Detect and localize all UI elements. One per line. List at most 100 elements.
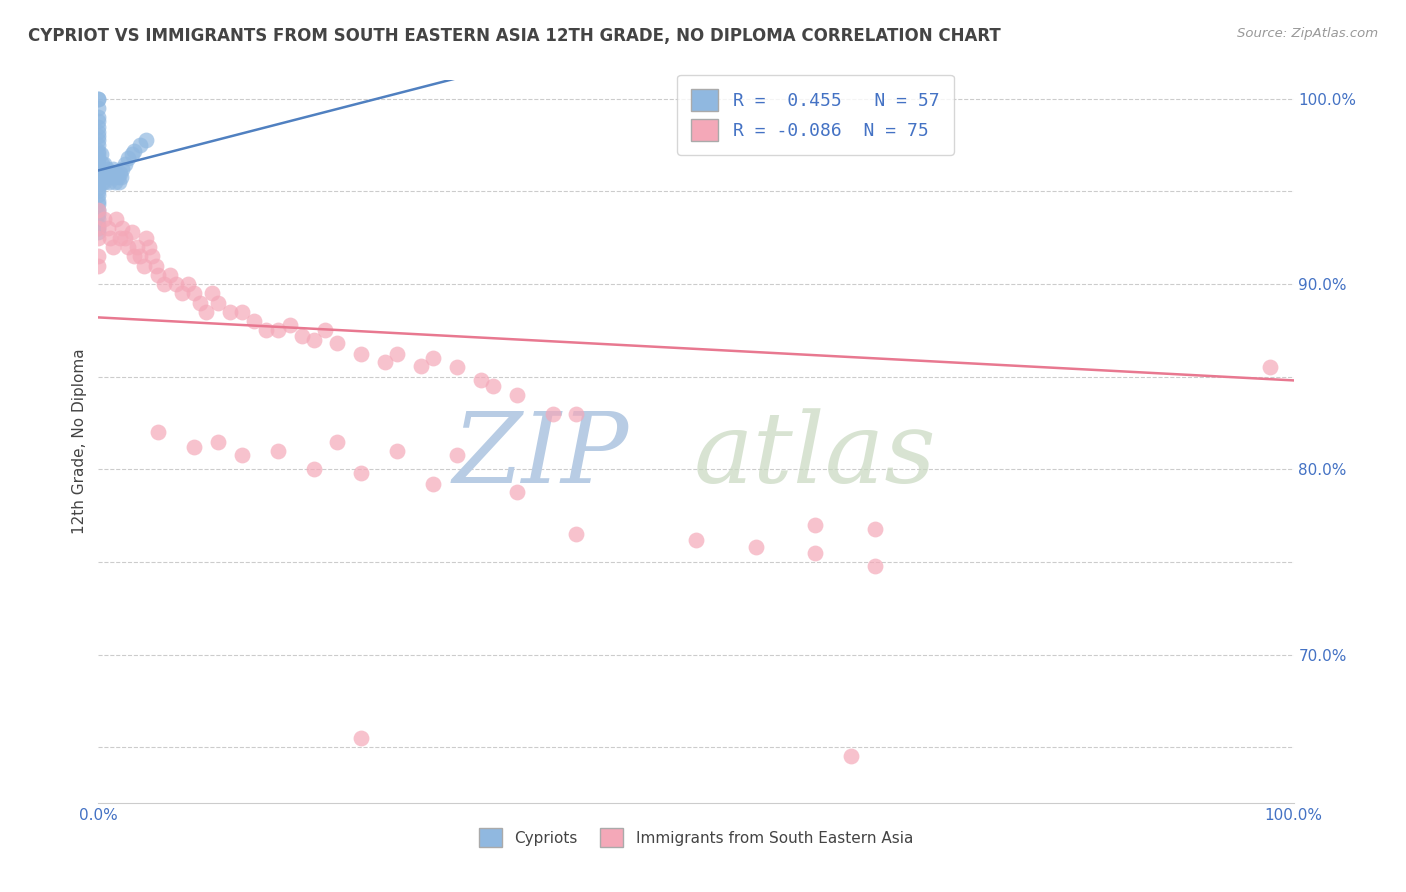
Point	[87, 180, 110, 194]
Point	[108, 166, 131, 180]
Point	[87, 231, 110, 245]
Point	[87, 185, 110, 199]
Point	[103, 169, 125, 184]
Point	[219, 305, 242, 319]
Point	[153, 277, 176, 291]
Text: atlas: atlas	[695, 409, 936, 504]
Point	[108, 231, 131, 245]
Point	[96, 162, 118, 177]
Point	[135, 132, 157, 146]
Point	[201, 286, 224, 301]
Point	[101, 240, 124, 254]
Point	[506, 388, 529, 402]
Point	[87, 128, 110, 143]
Point	[1258, 360, 1281, 375]
Point	[93, 175, 115, 189]
Point	[278, 318, 301, 332]
Point	[565, 527, 588, 541]
Point	[231, 305, 253, 319]
Point	[195, 305, 218, 319]
Point	[804, 517, 827, 532]
Point	[565, 407, 588, 421]
Point	[804, 546, 827, 560]
Point	[104, 175, 127, 189]
Point	[87, 188, 110, 202]
Point	[101, 162, 124, 177]
Point	[94, 166, 117, 180]
Point	[87, 194, 110, 208]
Point	[159, 268, 181, 282]
Point	[100, 169, 122, 184]
Point	[350, 466, 373, 480]
Point	[87, 147, 110, 161]
Point	[107, 169, 129, 184]
Point	[105, 166, 128, 180]
Text: CYPRIOT VS IMMIGRANTS FROM SOUTH EASTERN ASIA 12TH GRADE, NO DIPLOMA CORRELATION: CYPRIOT VS IMMIGRANTS FROM SOUTH EASTERN…	[28, 27, 1001, 45]
Point	[350, 347, 373, 361]
Point	[231, 448, 253, 462]
Point	[165, 277, 187, 291]
Point	[422, 477, 444, 491]
Point	[87, 221, 110, 235]
Point	[87, 207, 110, 221]
Point	[124, 249, 146, 263]
Point	[87, 125, 110, 139]
Point	[302, 462, 325, 476]
Point	[91, 175, 114, 189]
Point	[148, 268, 170, 282]
Point	[177, 277, 200, 291]
Point	[841, 749, 863, 764]
Point	[125, 240, 148, 254]
Point	[385, 347, 409, 361]
Point	[87, 202, 110, 217]
Point	[188, 295, 211, 310]
Point	[385, 443, 409, 458]
Text: Source: ZipAtlas.com: Source: ZipAtlas.com	[1237, 27, 1378, 40]
Point	[135, 231, 157, 245]
Point	[132, 259, 155, 273]
Point	[98, 231, 122, 245]
Point	[138, 240, 160, 254]
Point	[117, 151, 139, 165]
Point	[93, 156, 115, 170]
Point	[141, 249, 163, 263]
Point	[865, 558, 887, 573]
Point	[97, 169, 120, 184]
Point	[541, 407, 564, 421]
Point	[91, 166, 114, 180]
Point	[87, 221, 110, 235]
Point	[129, 249, 152, 263]
Point	[87, 156, 110, 170]
Point	[183, 440, 205, 454]
Point	[326, 336, 349, 351]
Text: ZIP: ZIP	[453, 409, 628, 504]
Point	[315, 323, 337, 337]
Point	[87, 212, 110, 227]
Point	[93, 212, 115, 227]
Point	[129, 138, 152, 153]
Point	[87, 101, 110, 115]
Point	[105, 212, 128, 227]
Point	[243, 314, 266, 328]
Point	[254, 323, 277, 337]
Point	[865, 522, 887, 536]
Point	[87, 111, 110, 125]
Point	[87, 120, 110, 134]
Point	[145, 259, 167, 273]
Point	[107, 175, 129, 189]
Point	[470, 373, 492, 387]
Point	[350, 731, 373, 745]
Point	[87, 225, 110, 239]
Point	[267, 323, 290, 337]
Point	[481, 379, 505, 393]
Point	[506, 484, 529, 499]
Point	[87, 92, 110, 106]
Point	[446, 448, 468, 462]
Point	[97, 221, 120, 235]
Point	[87, 249, 110, 263]
Point	[302, 333, 325, 347]
Point	[124, 144, 146, 158]
Point	[110, 169, 132, 184]
Point	[87, 114, 110, 128]
Y-axis label: 12th Grade, No Diploma: 12th Grade, No Diploma	[72, 349, 87, 534]
